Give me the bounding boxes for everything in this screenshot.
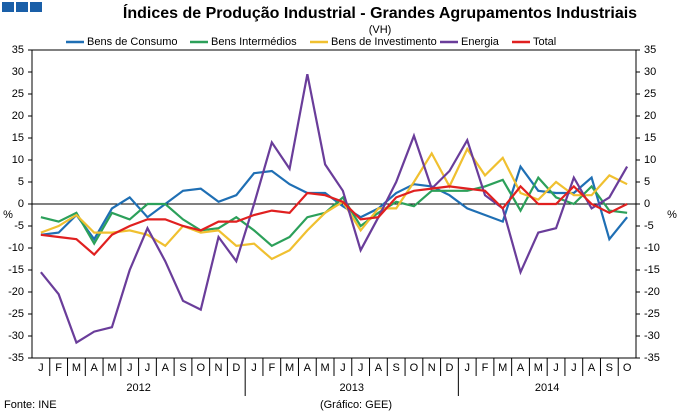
chart-title: Índices de Produção Industrial - Grandes… [123, 3, 637, 22]
line-series [40, 175, 628, 248]
x-tick-label: A [91, 362, 99, 374]
x-tick-label: O [623, 362, 632, 374]
year-label: 2012 [126, 382, 150, 394]
y2-tick-label: 30 [644, 66, 656, 78]
x-tick-label: J [340, 362, 346, 374]
y-tick-label: -10 [8, 242, 24, 254]
y-tick-label: 30 [12, 66, 24, 78]
x-tick-label: A [162, 362, 170, 374]
x-tick-label: M [534, 362, 543, 374]
y2-tick-label: -35 [644, 352, 660, 364]
y2-tick-label: -15 [644, 264, 660, 276]
logo-square [2, 2, 14, 12]
x-tick-label: M [107, 362, 116, 374]
x-tick-label: S [606, 362, 613, 374]
x-tick-label: F [268, 362, 275, 374]
y2-tick-label: 10 [644, 154, 656, 166]
logo-square [16, 2, 28, 12]
y2-tick-label: 15 [644, 132, 656, 144]
legend-label: Bens de Consumo [87, 36, 178, 48]
x-tick-label: F [55, 362, 62, 374]
y-tick-label: 25 [12, 88, 24, 100]
x-tick-label: D [445, 362, 453, 374]
x-tick-label: M [72, 362, 81, 374]
y2-tick-label: 25 [644, 88, 656, 100]
x-tick-label: M [285, 362, 294, 374]
x-tick-label: F [482, 362, 489, 374]
y-tick-label: -20 [8, 286, 24, 298]
y-tick-label: 20 [12, 110, 24, 122]
x-tick-label: J [127, 362, 133, 374]
x-tick-label: A [588, 362, 596, 374]
y-tick-label: 15 [12, 132, 24, 144]
legend-label: Bens de Investimento [331, 36, 437, 48]
y2-tick-label: 5 [644, 176, 650, 188]
y2-tick-label: -30 [644, 330, 660, 342]
y2-tick-label: 35 [644, 44, 656, 56]
x-tick-label: D [232, 362, 240, 374]
y2-axis-label: % [667, 209, 677, 221]
legend-label: Bens Intermédios [211, 36, 297, 48]
year-label: 2013 [340, 382, 364, 394]
x-tick-label: N [215, 362, 223, 374]
y2-tick-label: 20 [644, 110, 656, 122]
y2-tick-label: -25 [644, 308, 660, 320]
line-series [40, 184, 628, 257]
y-tick-label: 10 [12, 154, 24, 166]
y-tick-label: -35 [8, 352, 24, 364]
y2-tick-label: -20 [644, 286, 660, 298]
y-tick-label: 0 [18, 198, 24, 210]
line-series [40, 73, 629, 345]
source: Fonte: INE [4, 399, 57, 411]
x-tick-label: S [393, 362, 400, 374]
x-tick-label: J [251, 362, 257, 374]
y-tick-label: -5 [14, 220, 24, 232]
y-tick-label: 35 [12, 44, 24, 56]
x-tick-label: J [145, 362, 151, 374]
x-tick-label: M [321, 362, 330, 374]
y-tick-label: -25 [8, 308, 24, 320]
x-tick-label: A [304, 362, 312, 374]
x-tick-label: A [375, 362, 383, 374]
x-tick-label: J [571, 362, 577, 374]
y-tick-label: -30 [8, 330, 24, 342]
x-tick-label: A [517, 362, 525, 374]
y-axis-label: % [3, 209, 13, 221]
x-tick-label: N [428, 362, 436, 374]
year-label: 2014 [535, 382, 559, 394]
x-tick-label: J [464, 362, 470, 374]
x-tick-label: O [196, 362, 205, 374]
y2-tick-label: -5 [644, 220, 654, 232]
x-tick-label: M [498, 362, 507, 374]
legend-label: Total [533, 36, 556, 48]
x-tick-label: J [553, 362, 559, 374]
y2-tick-label: 0 [644, 198, 650, 210]
x-tick-label: J [358, 362, 364, 374]
x-tick-label: O [410, 362, 419, 374]
credit: (Gráfico: GEE) [320, 399, 392, 411]
x-tick-label: J [38, 362, 44, 374]
y-tick-label: 5 [18, 176, 24, 188]
logo-square [30, 2, 42, 12]
chart-subtitle: (VH) [369, 24, 392, 36]
x-tick-label: S [179, 362, 186, 374]
y2-tick-label: -10 [644, 242, 660, 254]
y-tick-label: -15 [8, 264, 24, 276]
legend-label: Energia [461, 36, 500, 48]
